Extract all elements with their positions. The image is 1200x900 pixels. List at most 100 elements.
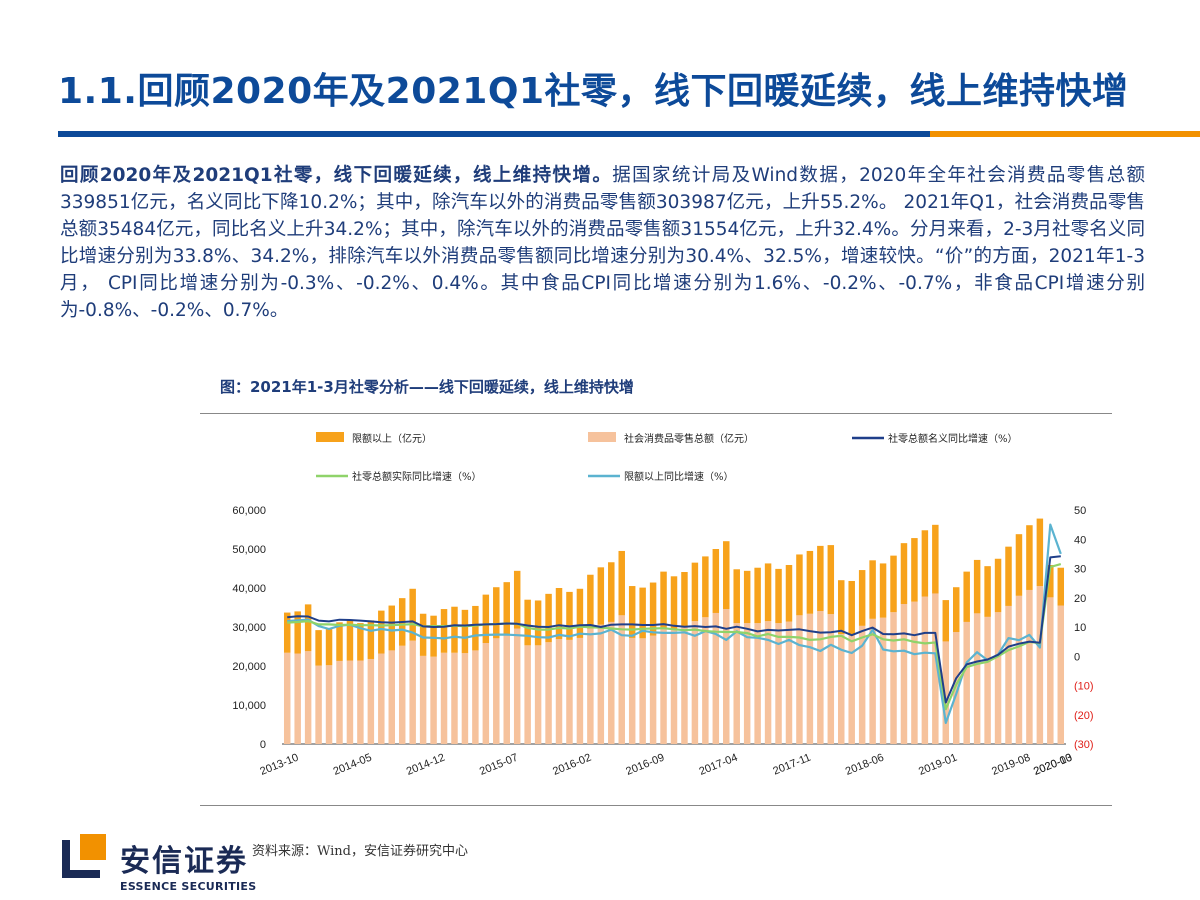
above-limit-bar xyxy=(806,550,814,614)
above-limit-bar xyxy=(294,611,301,654)
total-bar xyxy=(806,613,814,744)
above-limit-bar xyxy=(723,541,730,610)
total-bar xyxy=(890,612,897,744)
total-bar xyxy=(576,637,584,744)
total-bar xyxy=(440,652,448,744)
y-right-tick-label: (30) xyxy=(1074,739,1094,751)
above-limit-bar xyxy=(639,587,646,639)
above-limit-bar xyxy=(796,554,803,616)
above-limit-bar xyxy=(712,549,720,613)
total-bar xyxy=(952,632,960,744)
y-left-tick-label: 40,000 xyxy=(232,583,266,595)
total-bar xyxy=(1036,586,1044,744)
legend-label: 社零总额实际同比增速（%） xyxy=(352,470,482,483)
total-bar xyxy=(649,635,657,744)
nominal-growth-line xyxy=(287,555,1061,704)
total-bar xyxy=(451,652,458,744)
above-limit-bar xyxy=(461,609,469,654)
total-bar xyxy=(848,634,855,744)
above-limit-bar xyxy=(879,563,887,618)
total-bar xyxy=(566,639,573,744)
above-limit-bar xyxy=(921,530,929,597)
total-bar xyxy=(555,639,563,744)
total-bar xyxy=(398,645,406,744)
title-underline-orange xyxy=(930,131,1200,137)
total-bar xyxy=(587,628,594,744)
above-limit-bar xyxy=(764,563,772,622)
total-bar xyxy=(325,665,333,744)
above-limit-bar xyxy=(785,564,793,622)
figure-source: 资料来源：Wind，安信证券研究中心 xyxy=(252,844,468,859)
total-bar xyxy=(911,601,918,744)
above-limit-bar xyxy=(482,594,490,643)
total-bar xyxy=(754,623,761,744)
total-bar xyxy=(461,653,469,744)
above-limit-bar xyxy=(827,545,835,615)
x-tick-label: 2017-04 xyxy=(697,752,739,778)
y-left-tick-label: 10,000 xyxy=(232,700,266,712)
x-tick-label: 2014-12 xyxy=(405,752,447,778)
total-bar xyxy=(775,623,782,744)
above-limit-bar xyxy=(597,567,605,625)
x-tick-label: 2016-02 xyxy=(551,752,593,778)
total-bar xyxy=(681,626,688,744)
total-bar xyxy=(513,628,521,744)
above-limit-bar xyxy=(649,582,657,636)
above-limit-bar xyxy=(503,582,510,636)
total-bar xyxy=(963,621,970,744)
total-bar xyxy=(817,611,824,744)
total-bar xyxy=(733,623,740,744)
above-limit-bar xyxy=(670,576,678,629)
y-right-tick-label: 30 xyxy=(1074,564,1086,576)
above-limit-bar xyxy=(566,591,573,640)
total-bar xyxy=(660,627,667,744)
y-right-tick-label: 40 xyxy=(1074,534,1086,546)
above-limit-bar xyxy=(388,605,396,651)
logo-en-text: ESSENCE SECURITIES xyxy=(120,880,257,893)
total-bar xyxy=(702,617,709,744)
above-limit-bar xyxy=(1047,564,1054,598)
above-limit-bar xyxy=(1015,534,1023,596)
above-limit-bar xyxy=(702,556,709,618)
above-limit-bar xyxy=(493,587,500,639)
title-underline-blue xyxy=(58,131,930,137)
above-limit-bar xyxy=(628,586,636,638)
above-limit-bar xyxy=(315,630,322,666)
above-limit-bar xyxy=(1036,518,1044,587)
total-bar xyxy=(921,596,929,744)
above-limit-bar xyxy=(587,574,594,629)
y-left-tick-label: 30,000 xyxy=(232,622,266,634)
y-right-tick-label: 20 xyxy=(1074,593,1086,605)
total-bar xyxy=(482,642,490,744)
y-left-tick-label: 60,000 xyxy=(232,505,266,517)
above-limit-bar xyxy=(325,628,333,666)
above-limit-bar xyxy=(440,609,448,653)
total-bar xyxy=(524,645,531,744)
total-bar xyxy=(932,593,939,744)
above-limit-bar xyxy=(378,610,385,654)
total-bar xyxy=(712,612,720,744)
total-bar xyxy=(838,634,845,744)
above-limit-bar xyxy=(869,560,876,619)
above-limit-bar xyxy=(367,620,375,659)
x-tick-label: 2020-10 xyxy=(1032,752,1074,778)
summary-text: 据国家统计局及Wind数据，2020年全年社会消费品零售总额339851亿元，名… xyxy=(60,165,1145,321)
above-limit-bar xyxy=(555,588,563,640)
total-bar xyxy=(294,653,301,744)
y-left-tick-label: 0 xyxy=(260,739,266,751)
total-bar xyxy=(785,621,793,744)
essence-logo-icon xyxy=(62,834,106,878)
x-tick-label: 2019-08 xyxy=(990,752,1032,778)
y-right-tick-label: 0 xyxy=(1074,651,1080,663)
total-bar xyxy=(900,603,908,744)
above-limit-bar xyxy=(419,613,427,656)
total-bar xyxy=(994,612,1002,744)
legend-label: 限额以上同比增速（%） xyxy=(624,470,734,483)
above-limit-bar xyxy=(681,572,688,627)
logo-cn-text: 安信证券 xyxy=(120,844,248,879)
total-bar xyxy=(796,615,803,744)
above-limit-bar xyxy=(900,543,908,604)
real-growth-line xyxy=(287,563,1062,711)
total-bar xyxy=(503,635,510,744)
